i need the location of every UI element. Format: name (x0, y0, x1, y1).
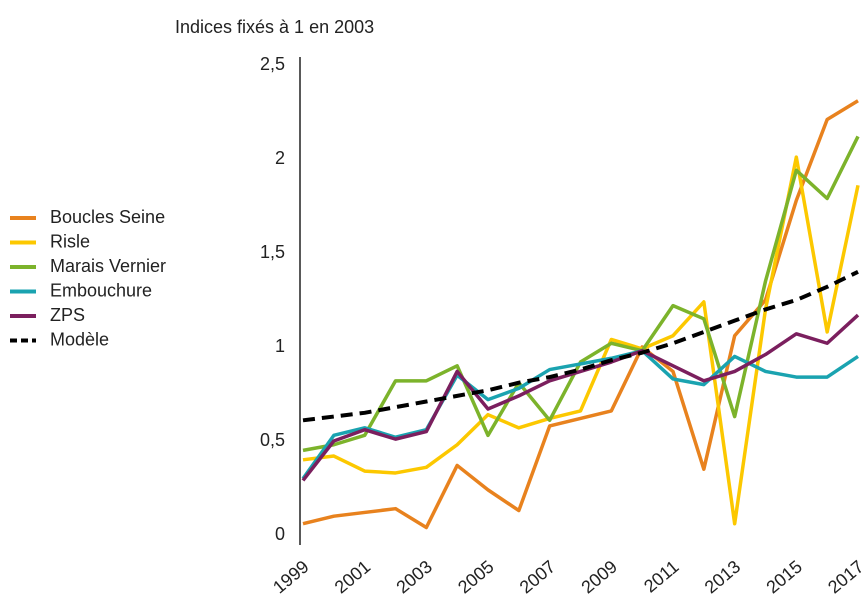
legend-label: Marais Vernier (50, 256, 166, 276)
y-tick-label: 0 (275, 524, 285, 544)
x-tick-label: 2005 (454, 556, 498, 597)
x-tick-label: 1999 (269, 556, 313, 597)
y-tick-label: 1 (275, 336, 285, 356)
series-line (302, 135, 860, 453)
y-tick-label: 2 (275, 148, 285, 168)
x-tick-label: 2017 (824, 556, 866, 597)
legend-label: ZPS (50, 305, 85, 325)
legend-label: Risle (50, 231, 90, 251)
x-tick-label: 2015 (762, 556, 806, 597)
series-line (302, 270, 859, 423)
y-tick-label: 1,5 (260, 242, 285, 262)
y-tick-label: 2,5 (260, 54, 285, 74)
series-line (302, 99, 859, 530)
series-line (301, 313, 860, 482)
legend-label: Embouchure (50, 280, 152, 300)
legend-label: Modèle (50, 329, 109, 349)
x-tick-label: 2003 (392, 556, 436, 597)
legend-label: Boucles Seine (50, 207, 165, 227)
x-tick-label: 2013 (701, 556, 745, 597)
chart-subtitle: Indices fixés à 1 en 2003 (175, 17, 374, 37)
y-tick-label: 0,5 (260, 430, 285, 450)
x-tick-label: 2007 (516, 556, 560, 597)
series-line (301, 349, 859, 480)
x-tick-label: 2001 (331, 556, 375, 597)
x-tick-label: 2009 (577, 556, 621, 597)
x-tick-label: 2011 (640, 556, 683, 596)
series-line (302, 155, 860, 526)
